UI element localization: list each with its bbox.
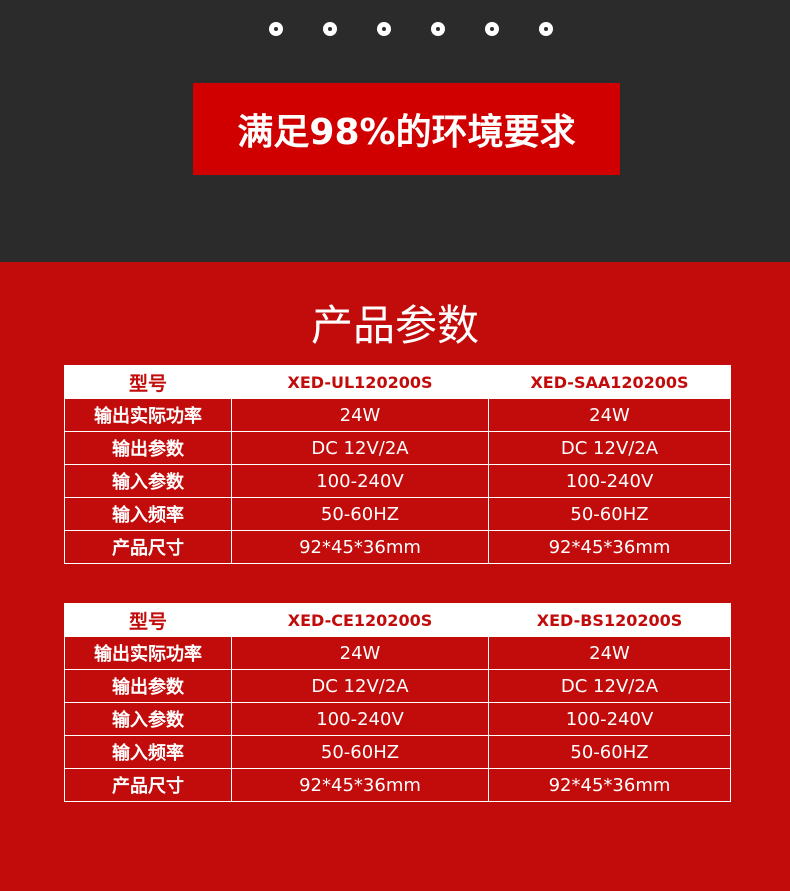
cell-value: 100-240V bbox=[231, 464, 489, 498]
spec-table-2: 型号 XED-CE120200S XED-BS120200S 输出实际功率 24W 24W… bbox=[64, 603, 731, 802]
row-label: 型号 bbox=[64, 603, 232, 637]
cell-value: XED-UL120200S bbox=[231, 365, 489, 399]
row-label: 输出参数 bbox=[64, 431, 232, 465]
cell-value: 50-60HZ bbox=[231, 497, 489, 531]
cell-value: 50-60HZ bbox=[488, 735, 731, 769]
table-row: 输出参数 DC 12V/2A DC 12V/2A bbox=[64, 431, 731, 465]
row-label: 输出实际功率 bbox=[64, 398, 232, 432]
cell-value: 100-240V bbox=[488, 702, 731, 736]
dot-icon bbox=[323, 22, 337, 36]
cell-value: DC 12V/2A bbox=[488, 669, 731, 703]
table-row: 输出实际功率 24W 24W bbox=[64, 636, 731, 670]
section-title: 产品参数 bbox=[310, 301, 479, 350]
cell-value: 92*45*36mm bbox=[231, 530, 489, 564]
row-label: 输入频率 bbox=[64, 735, 232, 769]
row-label: 输入参数 bbox=[64, 702, 232, 736]
cell-value: DC 12V/2A bbox=[488, 431, 731, 465]
cell-value: 24W bbox=[231, 636, 489, 670]
table-row: 输入频率 50-60HZ 50-60HZ bbox=[64, 497, 731, 531]
cell-value: 24W bbox=[231, 398, 489, 432]
row-label: 型号 bbox=[64, 365, 232, 399]
cell-value: 92*45*36mm bbox=[231, 768, 489, 802]
cell-value: 92*45*36mm bbox=[488, 768, 731, 802]
row-label: 产品尺寸 bbox=[64, 530, 232, 564]
cell-value: XED-BS120200S bbox=[488, 603, 731, 637]
cell-value: XED-SAA120200S bbox=[488, 365, 731, 399]
cell-value: 50-60HZ bbox=[231, 735, 489, 769]
banner: 满足98%的环境要求 bbox=[193, 83, 620, 175]
cell-value: XED-CE120200S bbox=[231, 603, 489, 637]
table-row: 输入参数 100-240V 100-240V bbox=[64, 464, 731, 498]
dot-icon bbox=[377, 22, 391, 36]
row-label: 产品尺寸 bbox=[64, 768, 232, 802]
dot-icon bbox=[539, 22, 553, 36]
row-label: 输入频率 bbox=[64, 497, 232, 531]
dot-icon bbox=[269, 22, 283, 36]
cell-value: 100-240V bbox=[488, 464, 731, 498]
spec-table-1: 型号 XED-UL120200S XED-SAA120200S 输出实际功率 24W 24… bbox=[64, 365, 731, 564]
dot-icon bbox=[485, 22, 499, 36]
table-row: 输入参数 100-240V 100-240V bbox=[64, 702, 731, 736]
cell-value: DC 12V/2A bbox=[231, 431, 489, 465]
table-row: 产品尺寸 92*45*36mm 92*45*36mm bbox=[64, 530, 731, 564]
row-label: 输出参数 bbox=[64, 669, 232, 703]
cell-value: DC 12V/2A bbox=[231, 669, 489, 703]
table-row: 输入频率 50-60HZ 50-60HZ bbox=[64, 735, 731, 769]
cell-value: 100-240V bbox=[231, 702, 489, 736]
dark-header-section: 满足98%的环境要求 bbox=[0, 0, 790, 262]
row-label: 输入参数 bbox=[64, 464, 232, 498]
dot-icon bbox=[431, 22, 445, 36]
table-row: 输出参数 DC 12V/2A DC 12V/2A bbox=[64, 669, 731, 703]
cell-value: 92*45*36mm bbox=[488, 530, 731, 564]
table-row: 输出实际功率 24W 24W bbox=[64, 398, 731, 432]
cell-value: 24W bbox=[488, 398, 731, 432]
cell-value: 24W bbox=[488, 636, 731, 670]
row-label: 输出实际功率 bbox=[64, 636, 232, 670]
table-header-row: 型号 XED-UL120200S XED-SAA120200S bbox=[64, 365, 731, 399]
cell-value: 50-60HZ bbox=[488, 497, 731, 531]
table-row: 产品尺寸 92*45*36mm 92*45*36mm bbox=[64, 768, 731, 802]
table-header-row: 型号 XED-CE120200S XED-BS120200S bbox=[64, 603, 731, 637]
